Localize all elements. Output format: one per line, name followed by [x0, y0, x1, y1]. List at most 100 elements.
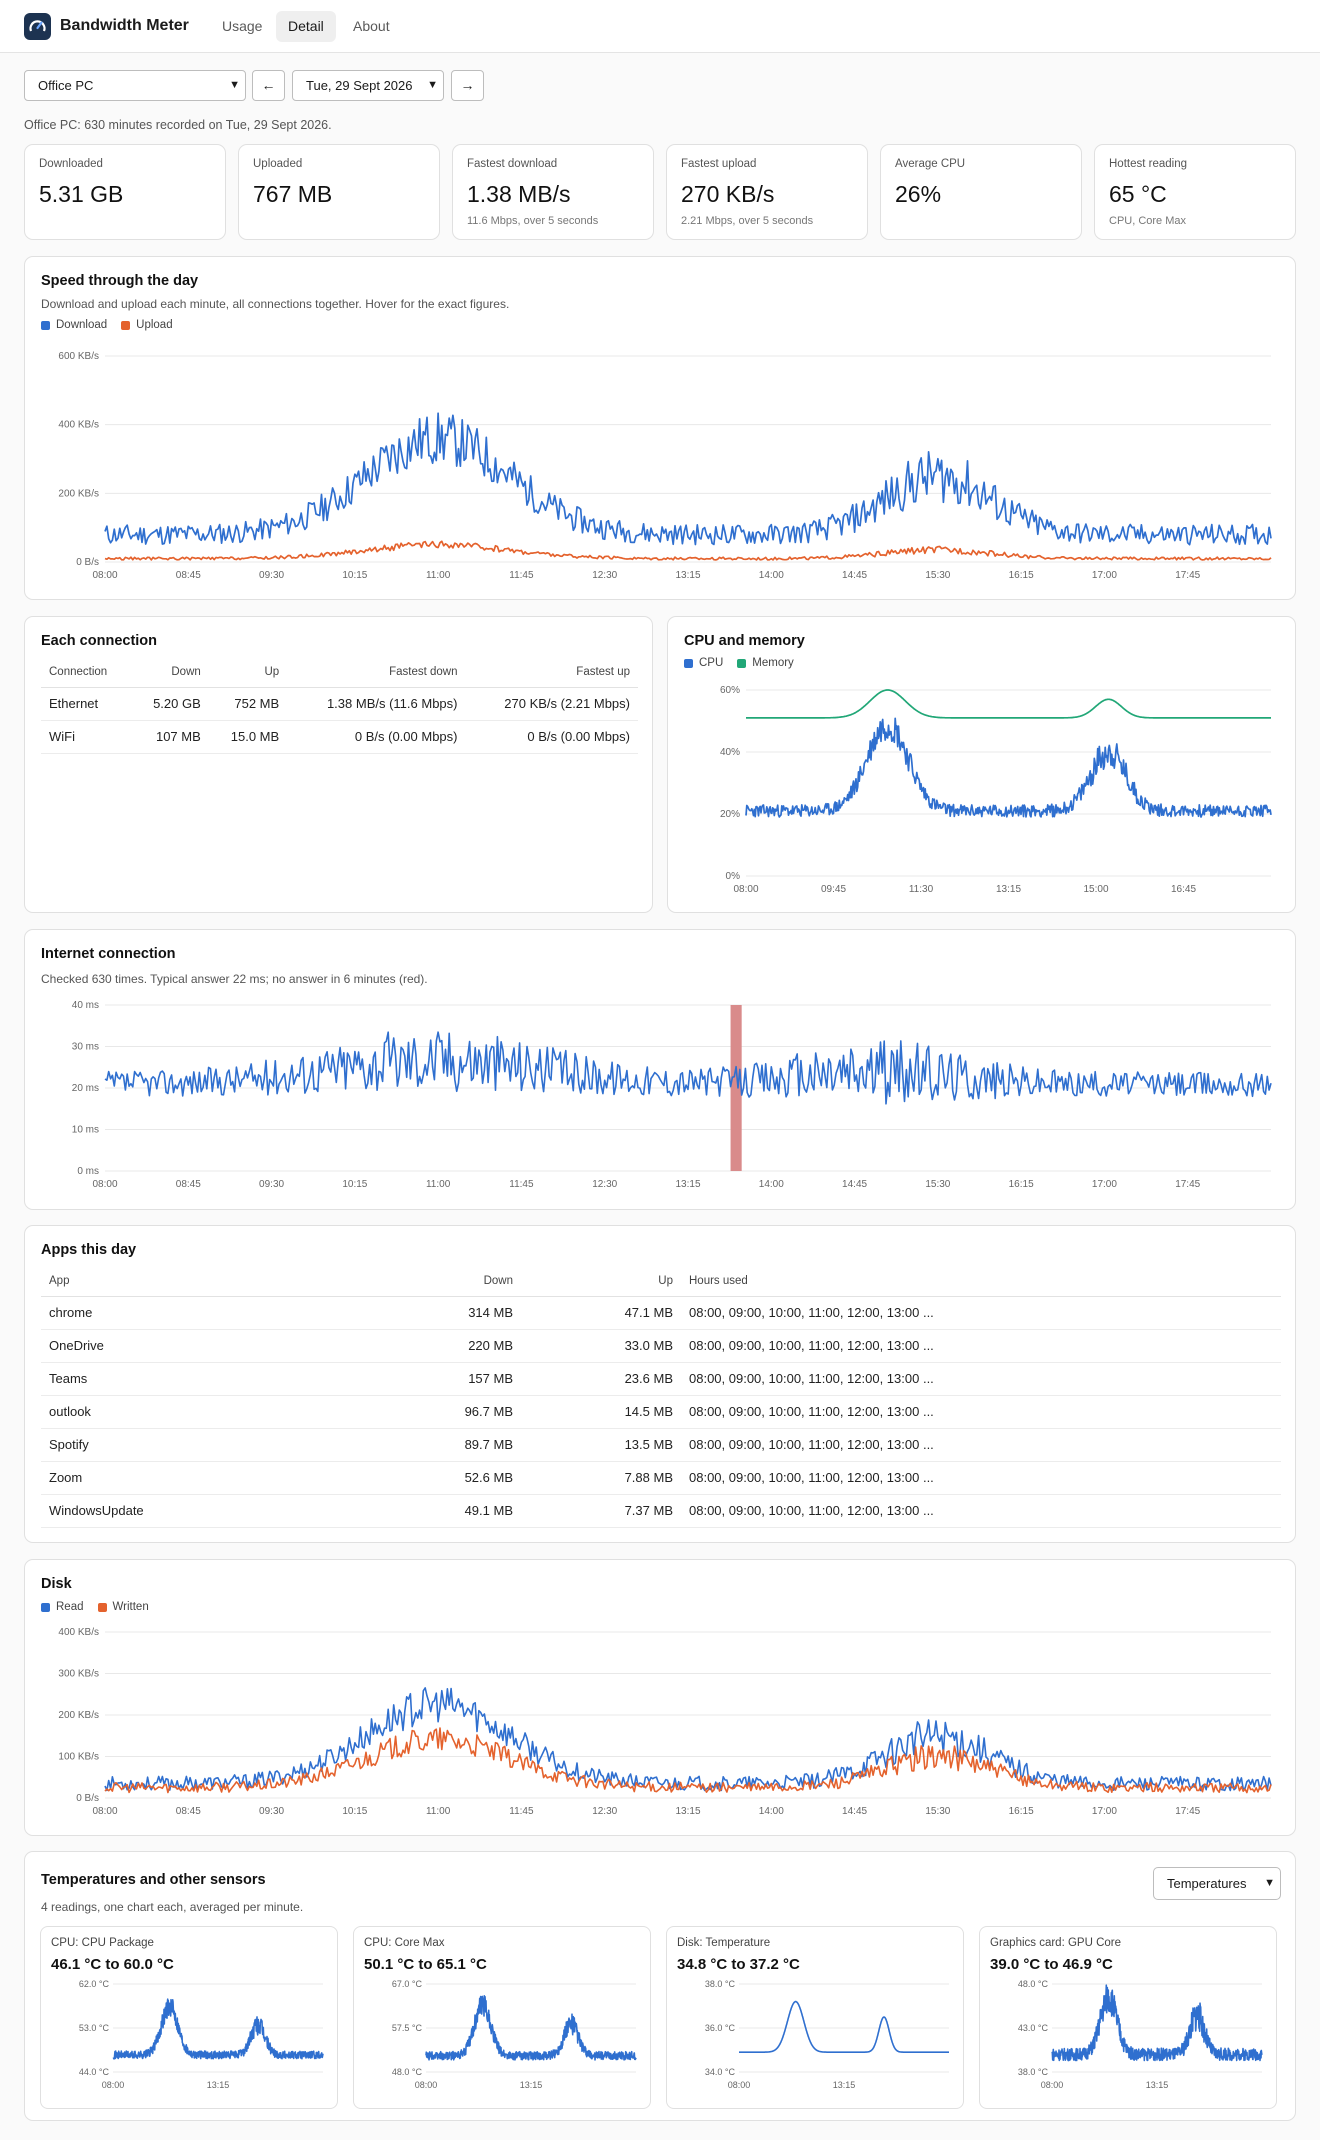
table-row: WindowsUpdate 49.1 MB 7.37 MB 08:00, 09:00,…: [41, 1494, 1281, 1528]
table-row: chrome 314 MB 47.1 MB 08:00, 09:00, 10:00, …: [41, 1296, 1281, 1330]
table-cell: 270 KB/s (2.21 Mbps): [465, 687, 638, 721]
stat-label: Fastest upload: [681, 158, 757, 170]
y-tick-label: 10 ms: [72, 1125, 99, 1136]
sensor-chart[interactable]: 38.0 °C 43.0 °C 48.0 °C 08:00 13:15: [980, 1927, 1278, 2110]
x-tick-label: 10:15: [342, 1806, 367, 1817]
y-tick-label: 38.0 °C: [705, 1979, 736, 1989]
x-tick-label: 11:30: [909, 884, 934, 895]
stat-value: 270 KB/s: [681, 181, 775, 207]
sensor-chart[interactable]: 44.0 °C 53.0 °C 62.0 °C 08:00 13:15: [41, 1927, 339, 2110]
series-line-upload: [104, 540, 1272, 561]
sensor-card-range: 46.1 °C to 60.0 °C: [51, 1956, 174, 1973]
tab-about[interactable]: About: [353, 18, 390, 34]
table-cell: 7.88 MB: [521, 1461, 681, 1495]
speed-description: Download and upload each minute, all con…: [41, 297, 510, 311]
outage-band: [730, 1005, 742, 1171]
legend-read: Read: [41, 1601, 84, 1613]
y-tick-label: 36.0 °C: [705, 2023, 736, 2033]
table-cell: 1.38 MB/s (11.6 Mbps): [287, 687, 466, 721]
table-cell: 5.20 GB: [131, 687, 209, 721]
table-cell: chrome: [41, 1296, 451, 1330]
x-tick-label: 17:00: [1092, 1806, 1117, 1817]
series-line-disk-temperature: [738, 2000, 950, 2053]
top-bar: Bandwidth Meter Usage Detail About: [0, 0, 1320, 53]
sensor-chart[interactable]: 48.0 °C 57.5 °C 67.0 °C 08:00 13:15: [354, 1927, 652, 2110]
table-row: Teams 157 MB 23.6 MB 08:00, 09:00, 10:00, 1…: [41, 1362, 1281, 1396]
y-tick-label: 48.0 °C: [1018, 1979, 1049, 1989]
sensor-type-value: Temperatures: [1167, 1876, 1247, 1891]
sensor-type-select[interactable]: Temperatures ▼: [1153, 1867, 1281, 1900]
cpu-memory-chart[interactable]: 0% 20% 40% 60% 08:00 09:45 11:30 13:15 15:00 16:4…: [668, 617, 1297, 914]
x-tick-label: 13:15: [1146, 2080, 1169, 2090]
series-line-download: [104, 412, 1272, 546]
table-cell: 157 MB: [451, 1362, 521, 1396]
table-cell: 08:00, 09:00, 10:00, 11:00, 12:00, 13:00…: [681, 1428, 1281, 1462]
column-header: Connection: [41, 658, 132, 688]
sensor-chart[interactable]: 34.0 °C 36.0 °C 38.0 °C 08:00 13:15: [667, 1927, 965, 2110]
date-select-value: Tue, 29 Sept 2026: [306, 78, 413, 93]
table-row: WiFi 107 MB 15.0 MB 0 B/s (0.00 Mbps) 0 B/s …: [41, 720, 638, 754]
y-tick-label: 62.0 °C: [79, 1979, 110, 1989]
table-cell: 33.0 MB: [521, 1329, 681, 1363]
y-tick-label: 600 KB/s: [58, 351, 99, 362]
tab-detail[interactable]: Detail: [276, 11, 336, 42]
table-cell: WiFi: [41, 720, 132, 754]
table-cell: 49.1 MB: [451, 1494, 521, 1528]
connections-panel: Each connection Connection Down Up Faste…: [24, 616, 653, 913]
table-cell: Teams: [41, 1362, 451, 1396]
column-header: Up: [208, 658, 288, 688]
device-select[interactable]: Office PC ▼: [24, 70, 246, 101]
table-cell: 220 MB: [451, 1329, 521, 1363]
series-line-ping: [104, 1031, 1272, 1105]
disk-chart[interactable]: 0 B/s 100 KB/s 200 KB/s 300 KB/s 400 KB/s 08:…: [25, 1560, 1297, 1837]
x-tick-label: 16:45: [1171, 884, 1196, 895]
tab-usage[interactable]: Usage: [222, 18, 263, 34]
table-row: Spotify 89.7 MB 13.5 MB 08:00, 09:00, 10:00…: [41, 1428, 1281, 1462]
stat-label: Hottest reading: [1109, 158, 1187, 170]
disk-panel: Disk Read Written 0 B/s 100 KB/s 200 KB/s 3…: [24, 1559, 1296, 1836]
sensor-card-title: Disk: Temperature: [677, 1937, 771, 1949]
sensor-card: CPU: CPU Package 46.1 °C to 60.0 °C 44.0 °…: [40, 1926, 338, 2109]
series-line-memory: [745, 689, 1272, 719]
legend-written-label: Written: [112, 1601, 149, 1613]
stat-card-downloaded: Downloaded 5.31 GB: [24, 144, 226, 240]
legend-download: Download: [41, 319, 107, 331]
sensor-card-range: 50.1 °C to 65.1 °C: [364, 1956, 487, 1973]
connections-table: Connection Down Up Fastest down Fastest …: [41, 658, 638, 754]
ping-chart[interactable]: 0 ms 10 ms 20 ms 30 ms 40 ms 08:00 08:45 09:30 1…: [25, 930, 1297, 1211]
table-cell: outlook: [41, 1395, 451, 1429]
internet-description: Checked 630 times. Typical answer 22 ms;…: [41, 972, 428, 986]
stat-label: Downloaded: [39, 158, 103, 170]
chevron-down-icon: ▼: [229, 79, 240, 91]
table-cell: 0 B/s (0.00 Mbps): [287, 720, 466, 754]
series-line-cpu-cpu-package: [112, 1998, 324, 2060]
series-line-cpu: [745, 717, 1272, 818]
previous-day-button[interactable]: ←: [252, 70, 285, 101]
legend-memory: Memory: [737, 657, 794, 669]
next-day-button[interactable]: →: [451, 70, 484, 101]
stat-label: Fastest download: [467, 158, 558, 170]
speed-legend: Download Upload: [41, 319, 173, 331]
y-tick-label: 43.0 °C: [1018, 2023, 1049, 2033]
date-select[interactable]: Tue, 29 Sept 2026 ▼: [292, 70, 444, 101]
legend-written: Written: [97, 1601, 149, 1613]
column-header: Down: [131, 658, 209, 688]
x-tick-label: 08:45: [176, 1179, 201, 1190]
legend-cpu: CPU: [684, 657, 723, 669]
stat-value: 26%: [895, 181, 942, 207]
x-tick-label: 13:15: [207, 2080, 230, 2090]
cpu-memory-legend: CPU Memory: [684, 657, 794, 669]
y-tick-label: 0%: [726, 871, 741, 882]
x-tick-label: 17:45: [1175, 1179, 1200, 1190]
column-header: Fastest up: [465, 658, 638, 688]
x-tick-label: 15:00: [1083, 884, 1108, 895]
summary-text: Office PC: 630 minutes recorded on Tue, …: [24, 118, 332, 132]
x-tick-label: 17:00: [1092, 570, 1117, 581]
x-tick-label: 09:30: [259, 570, 284, 581]
x-tick-label: 14:00: [759, 1806, 784, 1817]
device-select-value: Office PC: [38, 78, 94, 93]
y-tick-label: 40%: [720, 747, 740, 758]
speed-chart[interactable]: 0 B/s 200 KB/s 400 KB/s 600 KB/s 08:00 08:45 0…: [25, 257, 1297, 601]
x-tick-label: 09:30: [259, 1806, 284, 1817]
stat-sub: 2.21 Mbps, over 5 seconds: [681, 215, 814, 227]
